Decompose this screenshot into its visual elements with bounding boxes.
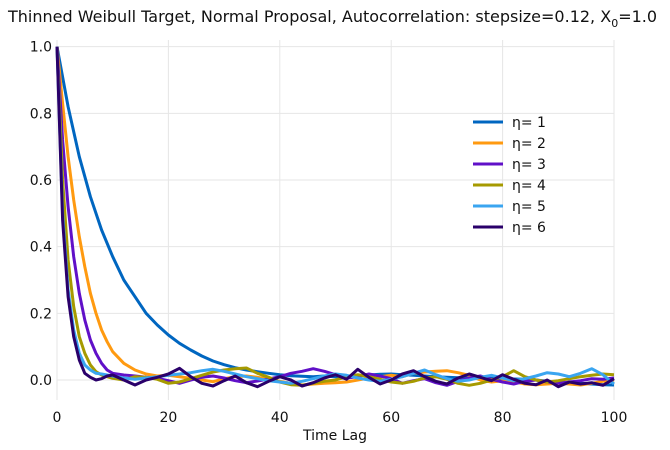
y-tick-label: 0.0	[30, 373, 52, 389]
series-line-eta-6	[55, 46, 615, 389]
series-line-eta-1	[55, 46, 615, 387]
y-tick-label: 1.0	[30, 40, 52, 56]
x-axis-label: Time Lag	[302, 428, 367, 444]
series-line-eta-3	[55, 46, 615, 387]
x-tick-label: 20	[159, 410, 177, 426]
legend: η= 1 η= 2 η= 3 η= 4 η= 5 η= 6	[473, 115, 546, 236]
chart-title-tail: =1.0	[618, 7, 657, 26]
legend-label: η= 5	[512, 199, 546, 215]
chart-title: Thinned Weibull Target, Normal Proposal,…	[7, 7, 657, 30]
y-tick-label: 0.2	[30, 306, 52, 322]
x-tick-label: 0	[53, 410, 62, 426]
series-line-eta-2	[55, 46, 615, 387]
x-tick-label: 40	[271, 410, 289, 426]
x-axis-ticks: 0 20 40 60 80 100	[53, 410, 628, 426]
y-tick-label: 0.6	[30, 173, 52, 189]
chart-title-subscript: 0	[611, 17, 618, 30]
legend-label: η= 4	[512, 178, 546, 194]
legend-label: η= 2	[512, 136, 546, 152]
x-tick-label: 100	[601, 410, 628, 426]
y-tick-label: 0.4	[30, 240, 52, 256]
series-line-eta-4	[55, 46, 615, 387]
chart-title-main: Thinned Weibull Target, Normal Proposal,…	[7, 7, 611, 26]
series-line-eta-5	[55, 46, 615, 386]
x-tick-label: 80	[494, 410, 512, 426]
legend-label: η= 1	[512, 115, 546, 131]
legend-label: η= 6	[512, 220, 546, 236]
y-axis-ticks: 0.0 0.2 0.4 0.6 0.8 1.0	[30, 40, 52, 389]
x-tick-label: 60	[382, 410, 400, 426]
grid-lines	[56, 40, 615, 400]
y-tick-label: 0.8	[30, 106, 52, 122]
legend-label: η= 3	[512, 157, 546, 173]
series-lines	[55, 46, 615, 389]
